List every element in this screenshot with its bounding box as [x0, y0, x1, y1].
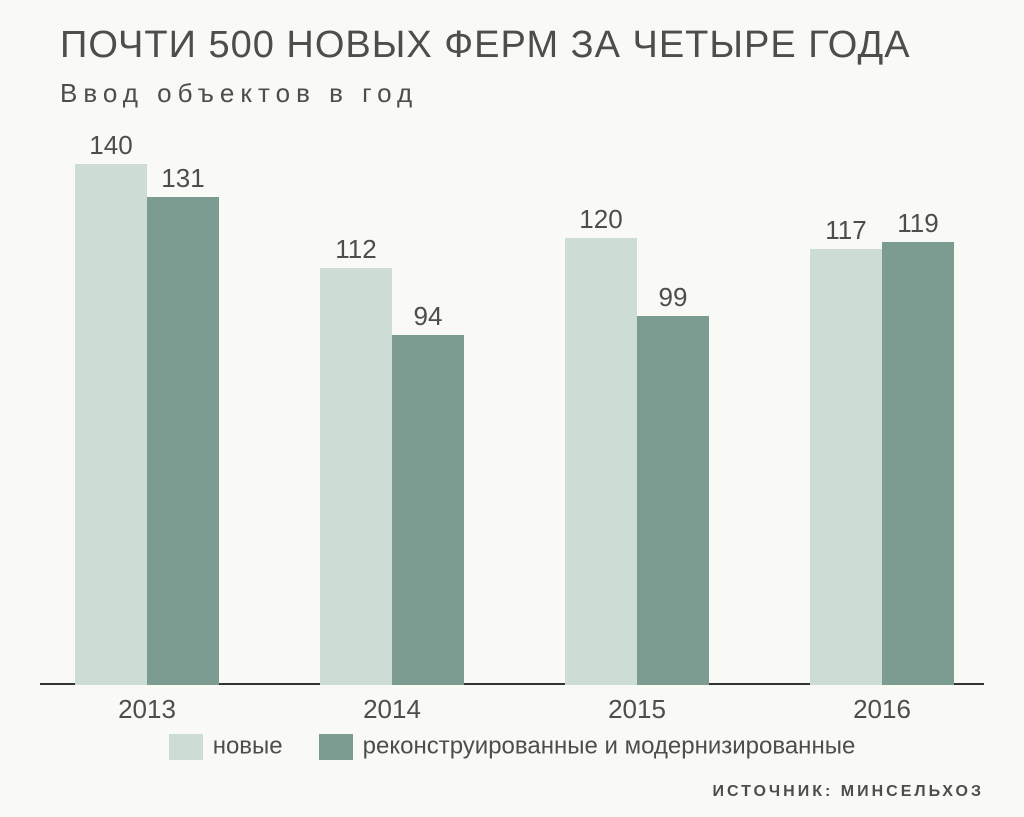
bar-chart-root: ПОЧТИ 500 НОВЫХ ФЕРМ ЗА ЧЕТЫРЕ ГОДА Ввод…: [0, 0, 1024, 817]
x-axis-label-2015: 2015: [565, 694, 709, 725]
bar-2013-series0: 140: [75, 164, 147, 685]
bar-2014-series0: 112: [320, 268, 392, 685]
bar-2015-series1: 99: [637, 316, 709, 685]
legend-swatch: [319, 734, 353, 760]
bar-value-label: 140: [75, 130, 147, 161]
legend: новые реконструированные и модернизирован…: [0, 732, 1024, 761]
bar-value-label: 112: [320, 234, 392, 265]
legend-label: реконструированные и модернизированные: [363, 733, 856, 760]
bar-group-2015: 12099: [565, 145, 709, 685]
x-axis-label-2013: 2013: [75, 694, 219, 725]
legend-item-0: новые: [169, 732, 283, 761]
bar-value-label: 99: [637, 282, 709, 313]
legend-swatch: [169, 734, 203, 760]
chart-title: ПОЧТИ 500 НОВЫХ ФЕРМ ЗА ЧЕТЫРЕ ГОДА: [60, 24, 911, 67]
bar-value-label: 94: [392, 301, 464, 332]
bar-2015-series0: 120: [565, 238, 637, 685]
bar-value-label: 119: [882, 208, 954, 239]
legend-item-1: реконструированные и модернизированные: [319, 732, 856, 761]
bar-value-label: 120: [565, 204, 637, 235]
bar-group-2013: 140131: [75, 145, 219, 685]
legend-label: новые: [213, 733, 283, 760]
bar-group-2016: 117119: [810, 145, 954, 685]
x-axis-label-2016: 2016: [810, 694, 954, 725]
bar-2014-series1: 94: [392, 335, 464, 685]
bar-2013-series1: 131: [147, 197, 219, 685]
bar-2016-series0: 117: [810, 249, 882, 685]
plot-area: 1401311129412099117119: [40, 145, 984, 685]
bar-2016-series1: 119: [882, 242, 954, 685]
bar-group-2014: 11294: [320, 145, 464, 685]
source-label: ИСТОЧНИК: МИНСЕЛЬХОЗ: [712, 783, 984, 801]
bar-value-label: 117: [810, 215, 882, 246]
bar-value-label: 131: [147, 163, 219, 194]
x-axis-label-2014: 2014: [320, 694, 464, 725]
chart-subtitle: Ввод объектов в год: [60, 78, 418, 109]
